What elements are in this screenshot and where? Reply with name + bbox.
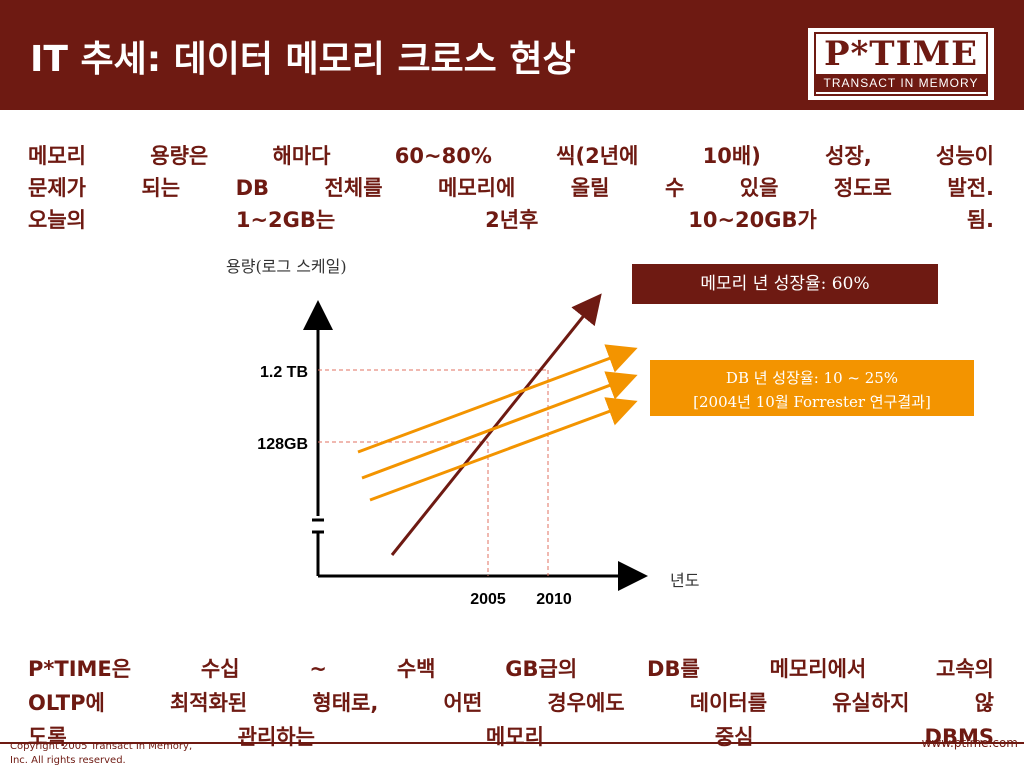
db-growth-rate: DB 년 성장율: 10 ~ 25% (725, 369, 899, 387)
logo-frame: P*TIME TRANSACT IN MEMORY (814, 32, 988, 96)
logo-wordmark: P*TIME (823, 34, 979, 74)
title-bar: IT 추세: 데이터 메모리 크로스 현상 P*TIME TRANSACT IN… (0, 0, 1024, 110)
page-title: IT 추세: 데이터 메모리 크로스 현상 (30, 39, 576, 80)
x-tick-label: 2005 (470, 591, 506, 608)
memory-growth-callout: 메모리 년 성장율: 60% (632, 264, 938, 304)
logo-tagline: TRANSACT IN MEMORY (816, 74, 986, 92)
intro-line: 오늘의 1~2GB는 2년후 10~20GB가 됨. (28, 208, 994, 232)
footer-url[interactable]: www.ptime.com (921, 736, 1018, 750)
summary-text: P*TIME은 수십 ~ 수백 GB급의 DB를 메모리에서 고속의 OLTP에… (28, 652, 994, 754)
intro-line: 메모리 용량은 해마다 60~80% 씩(2년에 10배) 성장, 성능이 (28, 144, 994, 168)
db-growth-line (369, 397, 638, 502)
db-growth-line (357, 344, 638, 454)
db-growth-line (361, 371, 638, 480)
intro-text: 메모리 용량은 해마다 60~80% 씩(2년에 10배) 성장, 성능이 문제… (28, 140, 994, 236)
db-growth-callout: DB 년 성장율: 10 ~ 25% [2004년 10월 Forrester … (650, 360, 974, 416)
db-growth-source: [2004년 10월 Forrester 연구결과] (693, 393, 931, 411)
company-logo: P*TIME TRANSACT IN MEMORY (806, 26, 996, 102)
copyright-line: Inc. All rights reserved. (10, 755, 126, 766)
memory-growth-line (390, 293, 602, 556)
intro-line: 문제가 되는 DB 전체를 메모리에 올릴 수 있을 정도로 발전. (28, 176, 994, 200)
x-tick-label: 2010 (536, 591, 572, 608)
y-axis-label: 용량(로그 스케일) (226, 257, 347, 276)
footer-copyright: Copyright 2005 Transact In Memory, Inc. … (10, 740, 192, 768)
crossover-chart: 용량(로그 스케일) 년도 1.2 TB 128GB 2005 2010 (226, 257, 699, 608)
footer-divider (0, 742, 1024, 744)
summary-line: OLTP에 최적화된 형태로, 어떤 경우에도 데이터를 유실하지 않 (28, 691, 994, 715)
summary-line: 도록 관리하는 메모리 중심 DBMS (28, 725, 994, 749)
copyright-line: Copyright 2005 Transact In Memory, (10, 741, 193, 752)
x-axis-label: 년도 (670, 571, 699, 590)
y-tick-label: 128GB (257, 436, 308, 453)
summary-line: P*TIME은 수십 ~ 수백 GB급의 DB를 메모리에서 고속의 (28, 657, 994, 681)
y-tick-label: 1.2 TB (260, 364, 308, 381)
